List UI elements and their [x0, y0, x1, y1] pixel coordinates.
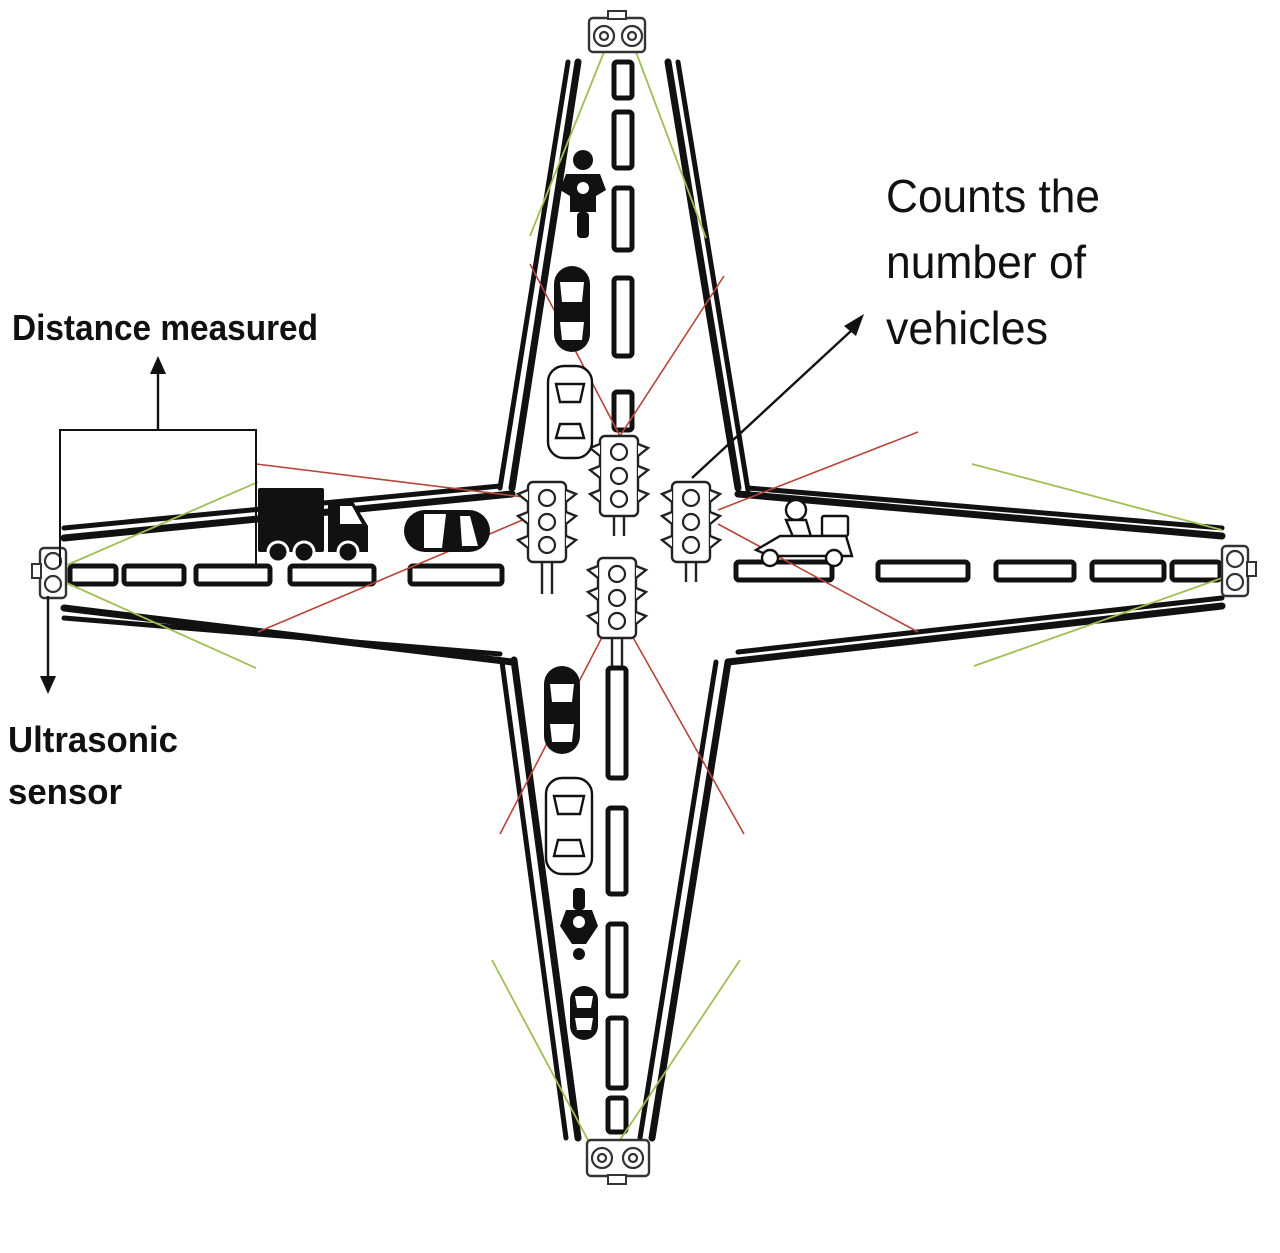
ultrasonic-sensor-north [587, 10, 647, 54]
counts-label-line1: Counts the [886, 170, 1100, 222]
scooter-icon [753, 498, 854, 568]
car-icon [404, 510, 490, 552]
ultrasonic-label-line2: sensor [8, 771, 122, 812]
lane-dashes [67, 59, 1223, 1135]
road-edges [60, 58, 1226, 1142]
motorbike-icon [560, 150, 606, 238]
ultrasonic-label-line1: Ultrasonic [8, 719, 178, 760]
counts-label-line2: number of [886, 236, 1086, 288]
traffic-light-icon [587, 434, 651, 536]
count-annotation [691, 314, 864, 479]
car-icon [570, 986, 598, 1040]
motorbike-icon [560, 888, 598, 960]
distance-annotation [59, 356, 257, 566]
traffic-light-icon [659, 480, 723, 582]
traffic-light-icon [515, 480, 579, 594]
ultrasonic-sensor-east [1220, 544, 1257, 598]
ultrasonic-sensor-south [585, 1138, 651, 1185]
ultrasonic-annotation [40, 596, 56, 694]
distance-measured-label: Distance measured [12, 307, 318, 348]
car-icon [544, 666, 580, 754]
car-icon [544, 776, 594, 876]
car-icon [554, 266, 590, 352]
counts-label-line3: vehicles [886, 302, 1048, 354]
distance-beams [59, 51, 1223, 1141]
truck-icon [258, 488, 368, 564]
car-icon [546, 364, 594, 460]
traffic-light-icon [585, 556, 649, 666]
